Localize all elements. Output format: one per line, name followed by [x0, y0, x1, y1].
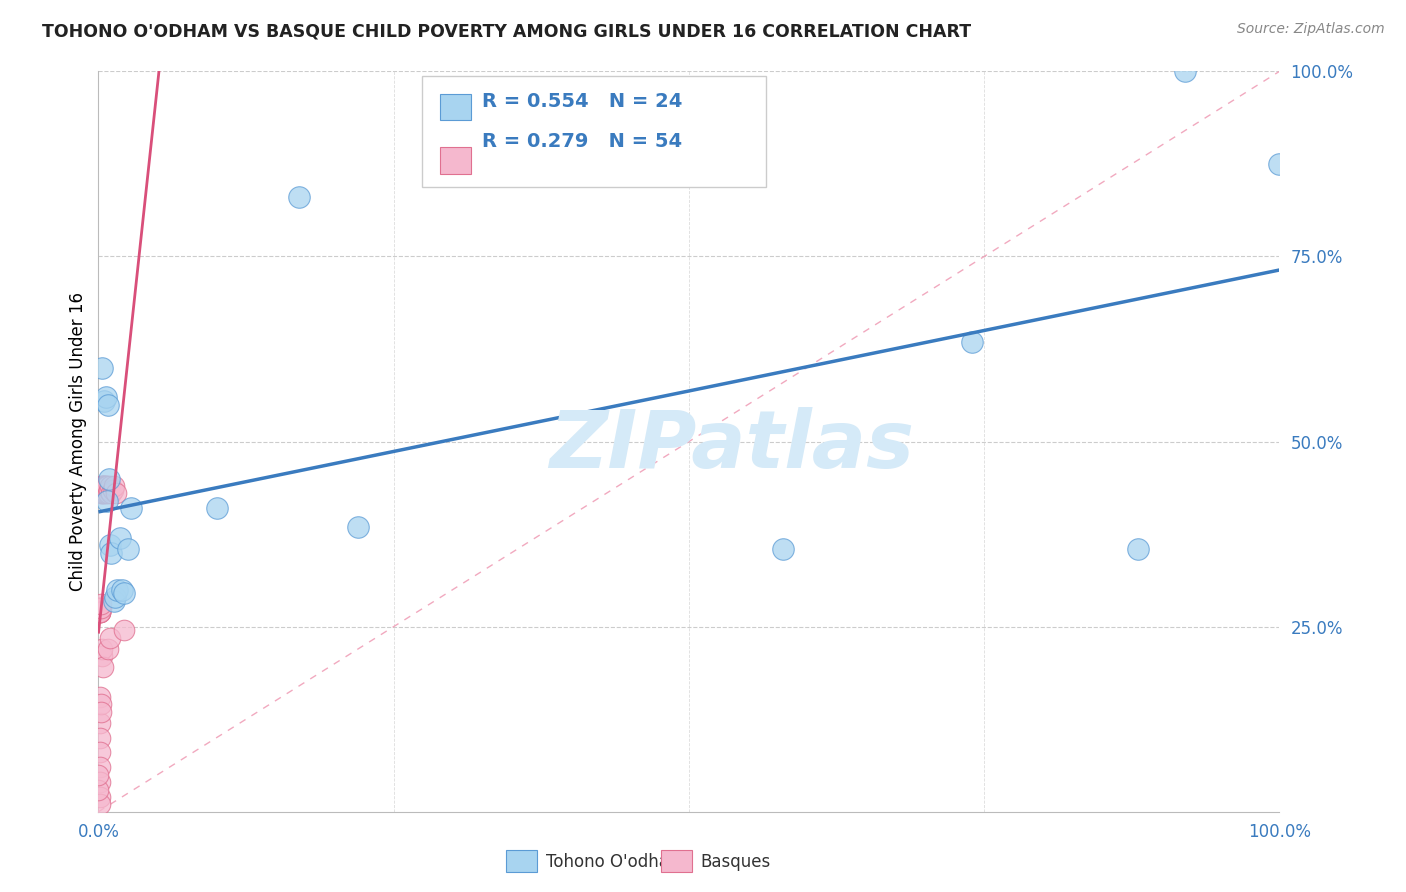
Point: [121, 501, 143, 516]
Point: [91, 479, 114, 493]
Point: [205, 501, 228, 516]
Point: [93, 479, 115, 493]
Point: [90, 601, 112, 615]
Point: [91, 483, 114, 497]
Point: [87, 767, 110, 781]
Point: [1268, 157, 1291, 171]
Point: [96, 479, 118, 493]
Text: Tohono O'odham: Tohono O'odham: [546, 853, 685, 871]
Point: [97, 398, 120, 412]
Text: R = 0.279   N = 54: R = 0.279 N = 54: [482, 132, 682, 151]
Point: [93, 486, 115, 500]
Point: [347, 519, 370, 533]
Point: [94, 479, 117, 493]
Point: [91, 360, 114, 375]
Point: [98, 483, 121, 497]
Point: [108, 531, 131, 545]
Point: [87, 782, 110, 797]
Point: [96, 493, 118, 508]
Point: [89, 731, 111, 745]
Point: [111, 582, 134, 597]
Text: ZIPatlas: ZIPatlas: [548, 407, 914, 485]
Point: [101, 483, 124, 497]
Point: [90, 479, 112, 493]
Point: [91, 479, 114, 493]
Point: [94, 390, 117, 404]
Point: [100, 486, 122, 500]
Point: [93, 393, 115, 408]
Point: [90, 483, 112, 497]
Point: [97, 486, 120, 500]
Point: [89, 715, 111, 730]
Point: [89, 605, 111, 619]
Point: [91, 479, 114, 493]
Point: [117, 541, 139, 556]
Point: [1126, 541, 1149, 556]
Point: [89, 605, 111, 619]
Point: [90, 698, 112, 712]
Point: [103, 593, 125, 607]
Point: [98, 479, 121, 493]
Point: [1174, 64, 1197, 78]
Point: [89, 746, 111, 760]
Point: [104, 590, 127, 604]
Point: [98, 631, 121, 645]
Point: [94, 479, 117, 493]
Point: [89, 601, 111, 615]
Point: [91, 486, 114, 500]
Point: [100, 546, 122, 560]
Text: TOHONO O'ODHAM VS BASQUE CHILD POVERTY AMONG GIRLS UNDER 16 CORRELATION CHART: TOHONO O'ODHAM VS BASQUE CHILD POVERTY A…: [42, 22, 972, 40]
Point: [89, 789, 111, 804]
Point: [91, 486, 114, 500]
Text: Basques: Basques: [700, 853, 770, 871]
Point: [91, 641, 114, 656]
Point: [91, 483, 114, 497]
Point: [98, 471, 121, 485]
Point: [105, 486, 128, 500]
Point: [91, 649, 114, 664]
Point: [87, 601, 110, 615]
Point: [87, 601, 110, 615]
Point: [89, 797, 111, 812]
Point: [90, 598, 112, 612]
Point: [91, 483, 114, 497]
Text: R = 0.554   N = 24: R = 0.554 N = 24: [482, 92, 683, 111]
Point: [112, 586, 135, 600]
Point: [89, 605, 111, 619]
Point: [91, 660, 114, 674]
Point: [94, 486, 117, 500]
Point: [89, 775, 111, 789]
Point: [962, 334, 984, 349]
Point: [89, 690, 111, 704]
Point: [112, 624, 135, 638]
Y-axis label: Child Poverty Among Girls Under 16: Child Poverty Among Girls Under 16: [69, 292, 87, 591]
Point: [98, 538, 121, 552]
Point: [90, 705, 112, 719]
Point: [93, 483, 115, 497]
Point: [288, 190, 311, 204]
Point: [90, 486, 112, 500]
Point: [96, 483, 118, 497]
Text: Source: ZipAtlas.com: Source: ZipAtlas.com: [1237, 22, 1385, 37]
Point: [97, 641, 120, 656]
Point: [772, 541, 794, 556]
Point: [103, 479, 125, 493]
Point: [93, 479, 115, 493]
Point: [89, 605, 111, 619]
Point: [89, 760, 111, 774]
Point: [105, 582, 128, 597]
